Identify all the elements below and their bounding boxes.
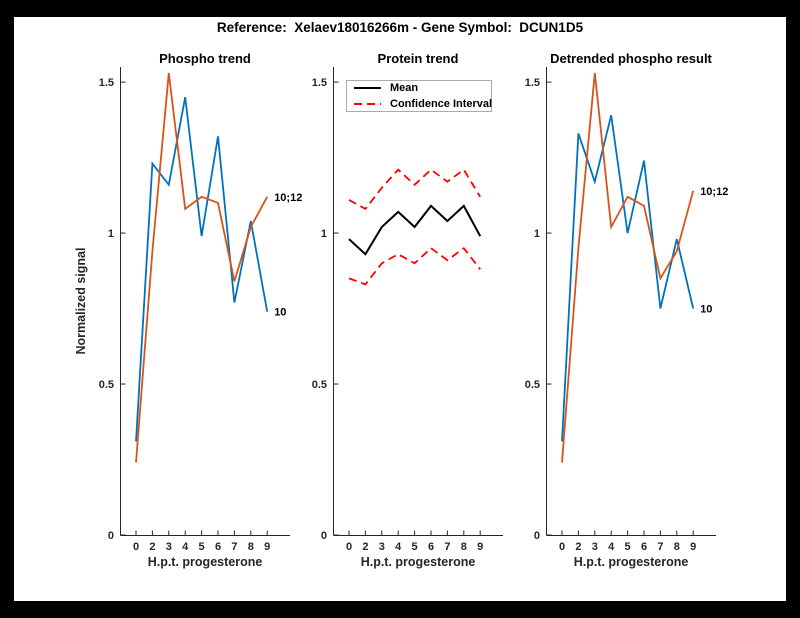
- x-tick-label: 9: [690, 541, 696, 553]
- y-tick-label: 1: [534, 228, 540, 240]
- x-tick-label: 2: [575, 541, 581, 553]
- x-tick-label: 4: [395, 541, 402, 553]
- y-tick-label: 0.5: [99, 379, 114, 391]
- x-tick-label: 5: [412, 541, 418, 553]
- x-tick-label: 6: [215, 541, 221, 553]
- series-line-confidence-interval: [348, 246, 481, 286]
- subplot3-title: Detrended phospho result: [550, 51, 712, 66]
- figure-title: Reference: Xelaev18016266m - Gene Symbol…: [216, 20, 584, 35]
- line-end-annotation: 10;12: [700, 186, 728, 198]
- y-tick-label: 0: [108, 530, 114, 542]
- legend-entry-mean: Mean: [354, 82, 491, 94]
- x-tick-label: 8: [461, 541, 467, 553]
- subplot2-title: Protein trend: [377, 51, 459, 66]
- x-tick-label: 9: [477, 541, 483, 553]
- x-tick-label: 3: [166, 541, 172, 553]
- y-tick-label: 1: [321, 228, 327, 240]
- y-tick-label: 1.5: [525, 77, 540, 89]
- subplot2-x-axis-label: H.p.t. progesterone: [360, 555, 476, 569]
- y-tick-label: 1.5: [312, 77, 327, 89]
- subplot3-x-axis-label: H.p.t. progesterone: [573, 555, 689, 569]
- y-tick-label: 0.5: [312, 379, 327, 391]
- y-tick-label: 1.5: [99, 77, 114, 89]
- x-tick-label: 5: [625, 541, 631, 553]
- subplot1-x-axis-label: H.p.t. progesterone: [147, 555, 263, 569]
- line-end-annotation: 10;12: [274, 192, 302, 204]
- x-tick-label: 0: [346, 541, 352, 553]
- legend-label-mean: Mean: [390, 82, 419, 94]
- y-tick-label: 0: [321, 530, 327, 542]
- x-tick-label: 7: [657, 541, 663, 553]
- x-tick-label: 7: [444, 541, 450, 553]
- x-tick-label: 0: [133, 541, 139, 553]
- x-tick-label: 8: [248, 541, 254, 553]
- series-line-confidence-interval: [348, 168, 481, 211]
- legend: Mean Confidence Interval: [346, 80, 492, 112]
- series-line-10-12: [135, 72, 268, 463]
- series-line-mean: [348, 204, 482, 256]
- x-tick-label: 4: [182, 541, 189, 553]
- series-line-10-12: [561, 72, 695, 463]
- x-tick-label: 6: [641, 541, 647, 553]
- line-end-annotation: 10: [700, 304, 712, 316]
- y-tick-label: 0.5: [525, 379, 540, 391]
- x-tick-label: 5: [199, 541, 205, 553]
- x-tick-label: 9: [264, 541, 270, 553]
- x-tick-label: 3: [592, 541, 598, 553]
- series-line-10: [135, 97, 269, 442]
- legend-label-confidence-interval: Confidence Interval: [390, 98, 493, 110]
- line-end-annotation: 10: [274, 307, 286, 319]
- figure-canvas: [14, 17, 786, 601]
- legend-entry-confidence-interval: Confidence Interval: [354, 98, 493, 110]
- subplot1-title: Phospho trend: [159, 51, 251, 66]
- x-tick-label: 7: [231, 541, 237, 553]
- x-tick-label: 2: [149, 541, 155, 553]
- series-line-10: [561, 115, 695, 442]
- confidence-interval-line-swatch: [354, 102, 381, 106]
- x-tick-label: 2: [362, 541, 368, 553]
- y-tick-label: 0: [534, 530, 540, 542]
- x-tick-label: 3: [379, 541, 385, 553]
- y-tick-label: 1: [108, 228, 114, 240]
- x-tick-label: 0: [559, 541, 565, 553]
- mean-line-swatch: [354, 86, 381, 90]
- x-tick-label: 8: [674, 541, 680, 553]
- x-tick-label: 6: [428, 541, 434, 553]
- x-tick-label: 4: [608, 541, 615, 553]
